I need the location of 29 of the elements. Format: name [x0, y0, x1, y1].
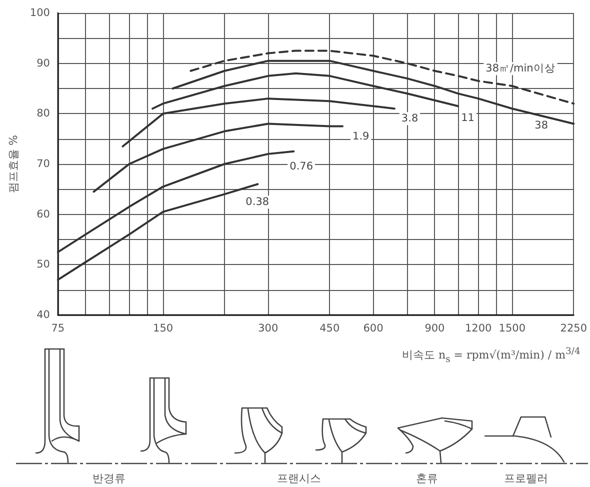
x-tick-label: 900	[424, 322, 445, 334]
x-tick-label: 450	[320, 322, 340, 334]
series-label: 3.8	[401, 112, 418, 125]
x-tick-label: 600	[363, 322, 384, 334]
text: 프로펠러	[504, 472, 548, 485]
y-tick-label: 60	[36, 208, 50, 220]
y-tick-label: 90	[36, 57, 50, 70]
y-tick-label: 40	[36, 309, 50, 321]
text: 혼류	[416, 472, 438, 485]
series-label: 1.9	[352, 130, 370, 142]
x-tick-label: 2250	[560, 322, 588, 334]
x-tick-label: 75	[51, 322, 65, 334]
text: 프랜시스	[277, 472, 321, 485]
y-tick-label: 100	[30, 7, 50, 19]
x-axis-title: 비속도 n$_{s}$ = rpm√(m³/min) / m$^{3/4}$	[402, 346, 580, 365]
y-tick-label: 70	[36, 158, 50, 170]
series-label: 0.76	[290, 160, 314, 172]
x-tick-label: 150	[153, 322, 174, 334]
y-axis-title: 펌프효율 %	[7, 135, 20, 193]
y-tick-label: 80	[36, 108, 50, 120]
text: 반경류	[92, 472, 126, 485]
series-label: 38㎥/min이상	[486, 62, 556, 75]
series-label: 38	[534, 120, 548, 132]
x-tick-label: 1500	[498, 322, 526, 334]
x-tick-label: 1200	[464, 322, 492, 334]
y-tick-label: 50	[36, 258, 50, 271]
x-tick-label: 300	[258, 322, 278, 334]
series-label: 11	[461, 112, 474, 124]
series-label: 0.38	[246, 196, 270, 208]
